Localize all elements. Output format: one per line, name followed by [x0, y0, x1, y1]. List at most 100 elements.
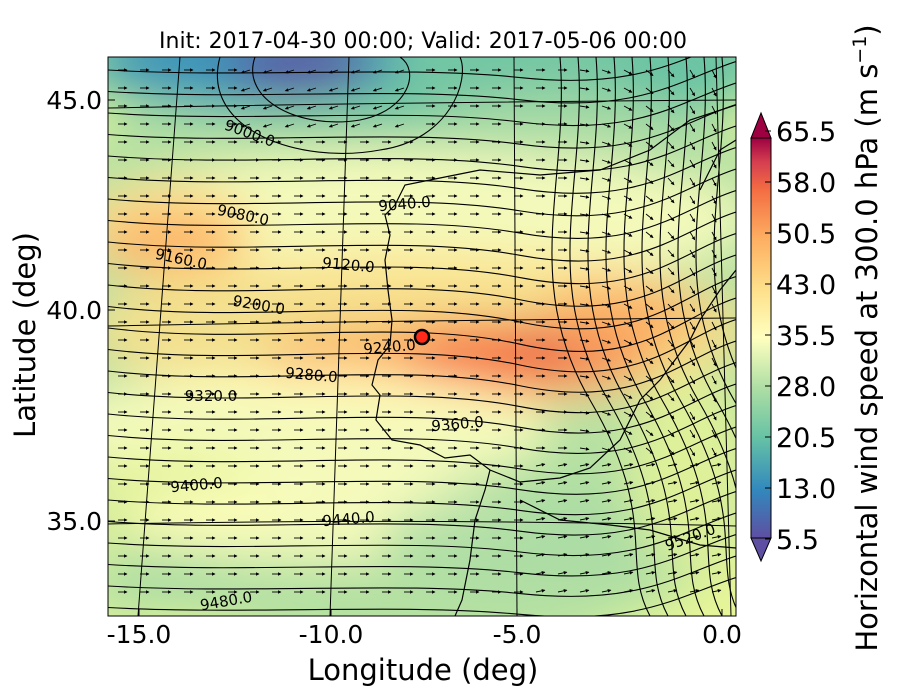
wind-arrow	[284, 123, 295, 128]
wind-arrow	[623, 411, 633, 417]
wind-arrow	[667, 159, 675, 168]
wind-arrow	[601, 463, 612, 467]
wind-arrow	[579, 69, 590, 73]
wind-arrow	[689, 285, 696, 295]
contour-line	[108, 57, 693, 81]
wind-arrow	[623, 213, 633, 219]
wind-arrow	[557, 535, 568, 539]
wind-arrow	[667, 517, 678, 521]
wind-arrow	[579, 393, 590, 397]
contour-line	[108, 168, 736, 217]
wind-arrow	[689, 141, 696, 151]
colorbar-extend-max	[750, 111, 772, 139]
meridian-line	[513, 57, 518, 616]
wind-arrow	[240, 105, 251, 110]
wind-arrow	[579, 123, 590, 127]
wind-arrow	[645, 553, 656, 557]
wind-arrow	[689, 375, 696, 385]
contour-line	[551, 57, 651, 616]
wind-arrow	[350, 105, 361, 110]
contour-line	[108, 254, 736, 307]
wind-arrow	[645, 213, 654, 220]
wind-arrow	[645, 393, 654, 400]
wind-arrow	[350, 123, 361, 128]
wind-arrow	[579, 589, 590, 593]
chart-title: Init: 2017-04-30 00:00; Valid: 2017-05-0…	[159, 29, 687, 54]
parallel-line	[108, 99, 736, 109]
contour-line	[108, 447, 736, 495]
wind-arrow	[645, 285, 654, 292]
wind-arrow	[711, 249, 717, 259]
colorbar-tick-label: 43.0	[776, 270, 836, 301]
wind-arrow	[579, 411, 590, 415]
wind-arrow	[601, 339, 612, 344]
wind-arrow	[711, 553, 722, 557]
wind-arrow	[711, 571, 722, 575]
wind-arrow	[579, 375, 590, 379]
wind-arrow	[579, 571, 590, 575]
wind-arrow	[711, 141, 717, 151]
wind-arrow	[667, 447, 675, 456]
wind-arrow	[711, 357, 717, 367]
wind-arrow	[711, 177, 717, 187]
wind-arrow	[557, 589, 568, 593]
wind-arrow	[623, 177, 633, 183]
wind-arrow	[689, 447, 696, 457]
wind-arrow	[601, 499, 612, 503]
wind-arrow	[711, 339, 717, 349]
x-axis-ticks: -15.0 -10.0 -5.0 0.0	[107, 609, 742, 649]
wind-arrow	[711, 429, 717, 439]
contour-line	[108, 103, 736, 149]
wind-arrow	[394, 87, 405, 92]
wind-arrow	[579, 195, 590, 199]
contour-line	[108, 404, 736, 455]
wind-arrow	[623, 499, 634, 503]
wind-arrow	[623, 535, 634, 539]
colorbar-ticks: 65.5 58.0 50.5 43.0 35.5 28.0 20.5 13.0 5.5	[765, 117, 836, 556]
wind-arrow	[645, 429, 654, 436]
wind-arrow	[689, 69, 696, 79]
wind-arrow	[579, 463, 590, 467]
wind-arrow	[557, 481, 568, 485]
wind-arrow	[623, 481, 634, 485]
wind-arrow	[579, 357, 590, 361]
wind-arrow	[372, 69, 383, 74]
contour-label: 9280.0	[285, 364, 339, 387]
map-plot-area: 9000.09040.09080.09120.09160.09200.09240…	[108, 57, 736, 616]
wind-arrow	[623, 69, 633, 75]
wind-arrow	[689, 249, 696, 259]
contour-label: 9120.0	[322, 254, 376, 277]
wind-arrow	[711, 267, 717, 277]
y-tick-label: 45.0	[46, 86, 102, 115]
wind-arrow	[601, 411, 612, 416]
wind-arrow	[601, 357, 612, 362]
wind-arrow	[623, 195, 633, 201]
wind-arrow	[557, 553, 568, 557]
contour-line	[713, 57, 736, 370]
contour-line	[108, 211, 736, 262]
wind-arrow	[579, 429, 590, 433]
coastline-segment	[454, 469, 491, 616]
wind-arrow	[557, 463, 568, 467]
wind-arrow	[601, 303, 612, 308]
wind-arrow	[601, 393, 612, 398]
wind-arrow	[601, 123, 612, 128]
wind-arrow	[579, 535, 590, 539]
y-axis-label: Latitude (deg)	[8, 232, 42, 438]
wind-arrow	[689, 213, 696, 223]
x-tick-label: -15.0	[107, 620, 172, 649]
wind-arrow	[623, 285, 633, 291]
colorbar-tick-label: 28.0	[776, 372, 836, 403]
colorbar-label: Horizontal wind speed at 300.0 hPa (m s−…	[849, 24, 884, 651]
wind-arrow	[645, 105, 654, 112]
wind-arrow	[667, 141, 675, 150]
wind-arrow	[645, 141, 654, 148]
wind-arrow	[601, 535, 612, 539]
wind-arrow	[711, 499, 722, 503]
wind-arrow	[579, 447, 590, 451]
wind-arrow	[689, 267, 696, 277]
wind-arrow	[667, 123, 675, 132]
wind-arrow	[689, 393, 696, 403]
wind-arrow	[623, 589, 634, 593]
wind-arrow	[579, 553, 590, 557]
